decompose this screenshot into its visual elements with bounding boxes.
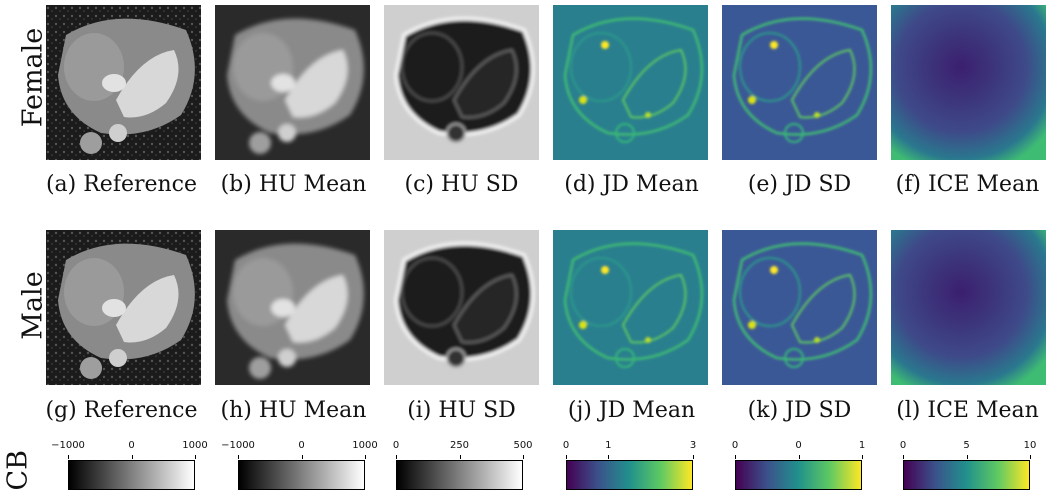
caption-h: (h) HU Mean: [220, 398, 367, 423]
colorbar-tick-label: −1000: [51, 440, 85, 451]
row-label-female: Female: [17, 27, 49, 128]
colorbar-tick-mark: [862, 455, 863, 459]
image-female-reference: [46, 5, 201, 160]
caption-f: (f) ICE Mean: [895, 172, 1040, 197]
image-male-hu-mean: [215, 230, 370, 385]
caption-a: (a) Reference: [45, 172, 198, 197]
colorbar-tick-mark: [131, 455, 133, 459]
colorbar-tick-label: 1: [605, 440, 612, 451]
image-male-jd-mean: [553, 230, 708, 385]
caption-i: (i) HU SD: [407, 398, 516, 423]
colorbar-gradient: [735, 460, 862, 490]
colorbar-3: 0 250 500: [392, 440, 533, 496]
colorbar-tick-label: 1: [858, 440, 866, 451]
colorbar-tick-mark: [1030, 455, 1031, 459]
colorbar-tick-label: 3: [689, 440, 697, 451]
colorbar-tick-label: 500: [513, 440, 533, 451]
colorbar-1: −1000 0 1000: [51, 440, 208, 496]
colorbar-tick-mark: [693, 455, 694, 459]
caption-j: (j) JD Mean: [567, 398, 696, 423]
colorbar-tick-label: 0: [298, 440, 305, 451]
caption-l: (l) ICE Mean: [896, 398, 1039, 423]
colorbar-tick-label: 10: [1023, 440, 1037, 451]
row-label-cb: CB: [2, 450, 34, 491]
caption-e: (e) JD SD: [747, 172, 852, 197]
colorbar-tick-label: 1000: [182, 440, 208, 451]
caption-c: (c) HU SD: [404, 172, 519, 197]
colorbar-tick-mark: [608, 455, 610, 459]
colorbar-tick-label: −1000: [221, 440, 255, 451]
image-female-hu-mean: [215, 5, 370, 160]
colorbar-tick-mark: [68, 455, 69, 459]
image-male-jd-sd: [722, 230, 877, 385]
colorbar-5: 0 0 1: [731, 440, 866, 496]
colorbar-tick-mark: [566, 455, 567, 459]
colorbar-gradient: [68, 460, 195, 490]
caption-d: (d) JD Mean: [564, 172, 699, 197]
image-female-jd-sd: [722, 5, 877, 160]
colorbar-tick-mark: [735, 455, 736, 459]
colorbar-tick-label: 0: [392, 440, 400, 451]
colorbar-gradient: [566, 460, 693, 490]
colorbar-tick-mark: [301, 455, 303, 459]
colorbar-tick-mark: [459, 455, 461, 459]
image-female-ice-mean: [891, 5, 1046, 160]
image-male-hu-sd: [384, 230, 539, 385]
colorbar-tick-mark: [966, 455, 968, 459]
colorbar-tick-label: 0: [562, 440, 570, 451]
colorbar-tick-mark: [903, 455, 904, 459]
colorbar-tick-mark: [798, 455, 800, 459]
image-female-hu-sd: [384, 5, 539, 160]
colorbar-tick-mark: [523, 455, 524, 459]
colorbar-4: 0 1 3: [562, 440, 697, 496]
colorbar-tick-label: 0: [128, 440, 135, 451]
colorbar-tick-mark: [365, 455, 366, 459]
image-female-jd-mean: [553, 5, 708, 160]
colorbar-tick-label: 1000: [352, 440, 378, 451]
caption-g: (g) Reference: [45, 398, 198, 423]
caption-k: (k) JD SD: [747, 398, 852, 423]
image-male-reference: [46, 230, 201, 385]
colorbar-tick-mark: [195, 455, 196, 459]
colorbar-tick-label: 250: [449, 440, 470, 451]
colorbar-tick-label: 0: [899, 440, 907, 451]
caption-b: (b) HU Mean: [220, 172, 367, 197]
colorbar-tick-label: 0: [795, 440, 802, 451]
colorbar-6: 0 5 10: [899, 440, 1036, 496]
row-label-male: Male: [17, 271, 49, 340]
colorbar-2: −1000 0 1000: [221, 440, 378, 496]
colorbar-gradient: [396, 460, 523, 490]
colorbar-tick-label: 5: [963, 440, 970, 451]
colorbar-gradient: [903, 460, 1030, 490]
image-male-ice-mean: [891, 230, 1046, 385]
colorbar-tick-label: 0: [731, 440, 739, 451]
colorbar-tick-mark: [396, 455, 397, 459]
colorbar-tick-mark: [238, 455, 239, 459]
colorbar-gradient: [238, 460, 365, 490]
